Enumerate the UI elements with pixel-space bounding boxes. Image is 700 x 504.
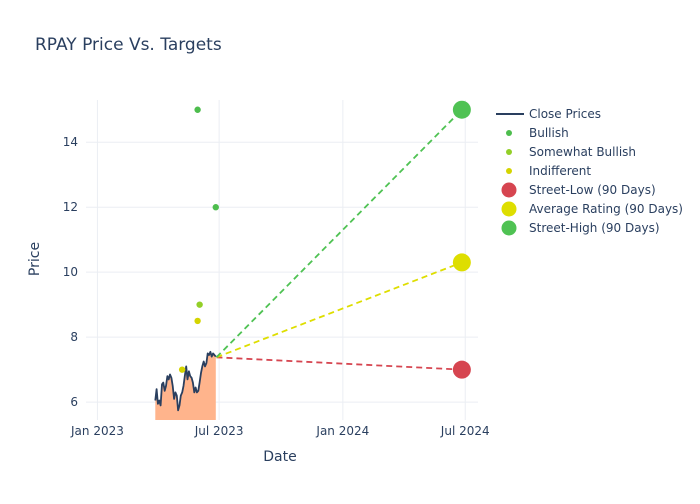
street-high-target-marker [452, 100, 471, 119]
legend-label: Street-Low (90 Days) [529, 183, 656, 197]
bullish-rating-point [212, 204, 219, 211]
legend-label: Somewhat Bullish [529, 145, 636, 159]
y-tick-label: 6 [70, 395, 78, 409]
y-tick-label: 10 [63, 265, 78, 279]
legend-item-street-high[interactable]: Street-High (90 Days) [501, 220, 660, 236]
street-low-target-marker [452, 360, 471, 379]
somewhat-bullish-rating-point [196, 301, 203, 308]
average-rating-target-marker [452, 253, 471, 272]
legend-item-street-low[interactable]: Street-Low (90 Days) [501, 182, 656, 198]
y-tick-label: 8 [70, 330, 78, 344]
rating-markers [178, 106, 219, 373]
legend-item-indifferent[interactable]: Indifferent [506, 164, 591, 178]
grid-lines [86, 100, 478, 420]
street-high-target-line [215, 109, 463, 358]
indifferent-rating-point [194, 317, 201, 325]
average-rating-target-line [216, 261, 463, 359]
y-axis-label: Price [27, 242, 43, 276]
legend[interactable]: Close Prices Bullish Somewhat Bullish Indif… [496, 107, 683, 236]
x-tick-label: Jan 2024 [315, 424, 369, 438]
legend-swatch [501, 201, 517, 217]
street-low-target-line [216, 356, 462, 371]
legend-label: Indifferent [529, 164, 591, 178]
legend-swatch [506, 168, 512, 174]
x-axis-label: Date [263, 449, 296, 465]
legend-swatch [501, 220, 517, 236]
x-tick-label: Jul 2023 [194, 424, 244, 438]
legend-swatch [506, 149, 512, 155]
x-tick-label: Jul 2024 [440, 424, 490, 438]
legend-swatch [501, 182, 517, 198]
close-price-line [154, 350, 217, 412]
bullish-rating-point [194, 106, 201, 113]
legend-label: Close Prices [529, 107, 601, 121]
y-tick-label: 12 [63, 200, 78, 214]
axes: 6 8 10 12 14 Jan 2023 Jul 2023 Jan 2024 Jul 2024 [63, 135, 490, 438]
legend-label: Street-High (90 Days) [529, 221, 660, 235]
legend-label: Average Rating (90 Days) [529, 202, 683, 216]
close-price-fill [155, 351, 216, 420]
legend-swatch [506, 130, 512, 136]
legend-item-bullish[interactable]: Bullish [506, 126, 569, 140]
legend-label: Bullish [529, 126, 569, 140]
legend-item-close-prices[interactable]: Close Prices [496, 107, 601, 121]
legend-item-somewhat-bullish[interactable]: Somewhat Bullish [506, 145, 636, 159]
legend-item-average-rating[interactable]: Average Rating (90 Days) [501, 201, 684, 217]
x-tick-label: Jan 2023 [70, 424, 124, 438]
y-tick-label: 14 [63, 135, 78, 149]
indifferent-rating-point [178, 366, 186, 373]
close-price-line-group [154, 350, 217, 412]
close-price-area [155, 351, 216, 420]
target-lines [215, 100, 471, 379]
chart-title: RPAY Price Vs. Targets [35, 35, 222, 55]
